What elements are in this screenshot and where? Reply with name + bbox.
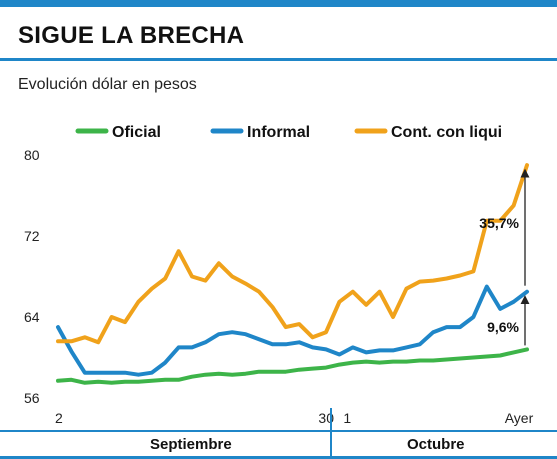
top-accent-rule xyxy=(0,0,557,7)
series-line-oficial xyxy=(56,347,529,385)
y-axis: 56 64 72 80 xyxy=(24,147,40,406)
month-label-october: Octubre xyxy=(407,436,465,453)
month-divider xyxy=(330,408,332,459)
page-title: SIGUE LA BRECHA xyxy=(18,22,245,49)
bottom-rule xyxy=(0,456,557,459)
y-tick-label: 72 xyxy=(24,228,40,244)
chart-legend: Oficial Informal Cont. con liqui xyxy=(75,124,502,141)
month-label-september: Septiembre xyxy=(150,436,232,453)
annotation-label-ccl: 35,7% xyxy=(479,215,519,231)
series-line-informal xyxy=(56,284,529,377)
y-tick-label: 80 xyxy=(24,147,40,163)
annotation-label-informal: 9,6% xyxy=(487,319,519,335)
x-tick-label: 2 xyxy=(55,410,63,426)
x-axis: 2 30 1 Ayer xyxy=(55,410,534,426)
title-rule xyxy=(0,58,557,61)
legend-label-oficial: Oficial xyxy=(112,124,161,141)
chart-subtitle: Evolución dólar en pesos xyxy=(18,76,197,93)
series-layer xyxy=(56,163,529,385)
annotation-layer: 35,7% 9,6% xyxy=(479,168,530,346)
y-tick-label: 56 xyxy=(24,390,40,406)
month-bar: Septiembre Octubre xyxy=(0,408,557,459)
line-chart: Oficial Informal Cont. con liqui 56647280 … xyxy=(24,124,534,426)
y-tick-label: 64 xyxy=(24,309,40,325)
x-tick-label: 1 xyxy=(343,410,351,426)
x-tick-label: Ayer xyxy=(505,410,534,426)
series-line-ccl xyxy=(56,163,529,345)
legend-label-informal: Informal xyxy=(247,124,310,141)
legend-label-ccl: Cont. con liqui xyxy=(391,124,502,141)
